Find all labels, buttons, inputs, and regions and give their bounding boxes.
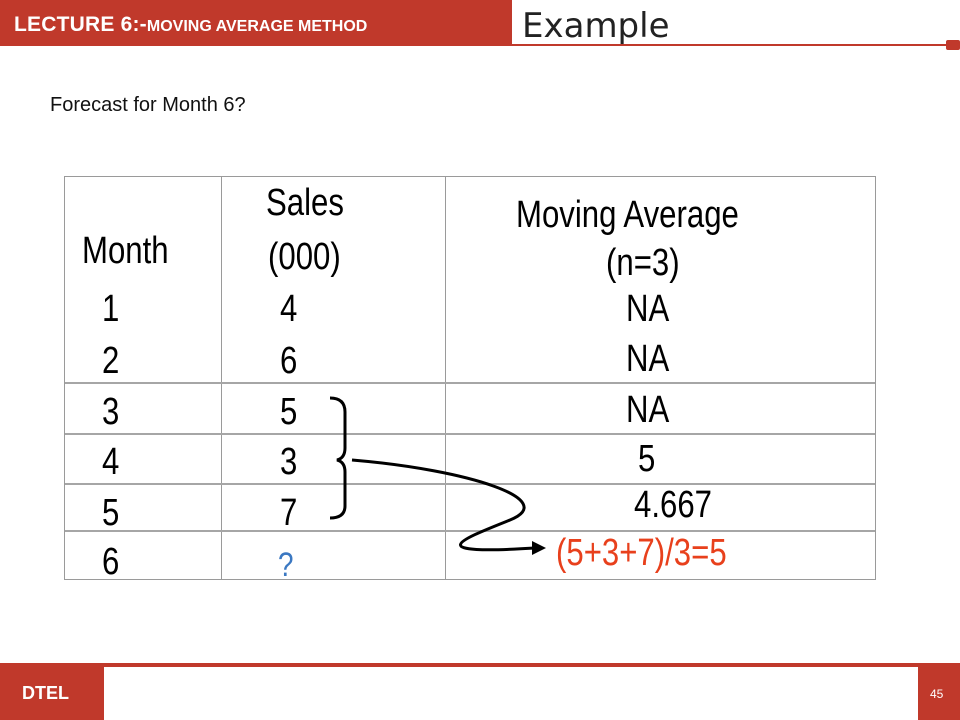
arrow-head xyxy=(532,541,546,555)
table-cell-month: 5 xyxy=(102,492,120,534)
row-divider xyxy=(65,483,875,485)
lecture-label: LECTURE 6:- xyxy=(14,13,147,36)
lecture-header-badge: LECTURE 6:-MOVING AVERAGE METHOD xyxy=(0,0,512,46)
moving-average-table xyxy=(64,176,876,580)
table-cell-month: 3 xyxy=(102,391,120,433)
table-cell-sales: 4 xyxy=(280,288,298,330)
row-divider xyxy=(65,382,875,384)
table-cell-sales: 5 xyxy=(280,391,298,433)
forecast-calculation: (5+3+7)/3=5 xyxy=(556,532,727,574)
header-ma-line1: Moving Average xyxy=(516,194,739,236)
table-cell-ma: 4.667 xyxy=(634,484,712,526)
column-divider xyxy=(445,177,446,579)
table-cell-month: 2 xyxy=(102,340,120,382)
table-cell-sales: 7 xyxy=(280,492,298,534)
column-divider xyxy=(221,177,222,579)
arrow-curve xyxy=(351,458,536,552)
header-divider xyxy=(512,44,960,46)
header-sales-line2: (000) xyxy=(268,236,341,278)
page-number: 45 xyxy=(918,663,960,720)
header-divider-end xyxy=(946,40,960,50)
header-month: Month xyxy=(82,230,169,272)
table-cell-sales-unknown: ? xyxy=(278,546,294,584)
table-cell-ma: 5 xyxy=(638,438,656,480)
table-cell-month: 6 xyxy=(102,541,120,583)
bracket-line xyxy=(329,396,347,520)
row-divider xyxy=(65,530,875,532)
table-cell-sales: 6 xyxy=(280,340,298,382)
table-cell-ma: NA xyxy=(626,288,670,330)
question-text: Forecast for Month 6? xyxy=(50,94,246,116)
table-cell-ma: NA xyxy=(626,389,670,431)
slide-title: Example xyxy=(522,6,670,46)
footer-org-label: DTEL xyxy=(0,663,104,720)
table-cell-sales: 3 xyxy=(280,441,298,483)
table-cell-ma: NA xyxy=(626,338,670,380)
header-sales-line1: Sales xyxy=(266,182,344,224)
row-divider xyxy=(65,433,875,435)
lecture-topic: MOVING AVERAGE METHOD xyxy=(146,18,368,35)
footer-divider xyxy=(0,663,960,667)
table-cell-month: 4 xyxy=(102,441,120,483)
table-cell-month: 1 xyxy=(102,288,120,330)
header-ma-line2: (n=3) xyxy=(606,242,680,284)
